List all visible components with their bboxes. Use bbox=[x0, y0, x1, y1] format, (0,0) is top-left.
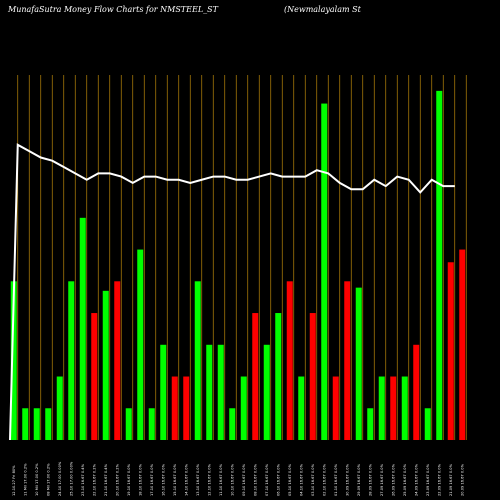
x-tick-label: 08.10 16.67 0.0% bbox=[253, 463, 257, 496]
bar bbox=[194, 281, 201, 440]
x-tick-label: 02.10 16.67 0.0% bbox=[322, 463, 326, 496]
bar bbox=[367, 408, 374, 440]
x-tick-label: 24.09 16.67 0.0% bbox=[414, 463, 418, 496]
x-tick-label: 14.10 16.67 0.0% bbox=[184, 463, 188, 496]
x-tick-label: 18.10 16.67 0.0% bbox=[138, 463, 142, 496]
bar bbox=[344, 281, 351, 440]
x-tick-label: 24.10 17.00 0.00% bbox=[58, 461, 62, 496]
bar bbox=[298, 376, 305, 440]
bar bbox=[263, 344, 270, 440]
x-tick-label: 21.09 16.67 0.0% bbox=[449, 463, 453, 496]
bar bbox=[275, 313, 282, 440]
bar bbox=[22, 408, 29, 440]
x-tick-label: 17.10 16.67 0.0% bbox=[150, 463, 154, 496]
x-tick-label: 10.10 16.67 0.0% bbox=[230, 463, 234, 496]
bar bbox=[447, 262, 454, 440]
bar bbox=[424, 408, 431, 440]
bar-series bbox=[10, 90, 466, 440]
bar bbox=[183, 376, 190, 440]
x-tick-labels: 12.10.27 Fri 80% 11 Mil 17.00 0.2% 10 Mil … bbox=[12, 461, 465, 496]
x-tick-label: 12.10.27 Fri 80% bbox=[12, 465, 16, 496]
x-tick-label: 22.10 16.67 0.2% bbox=[92, 463, 96, 496]
x-tick-label: 25.09 16.67 0.0% bbox=[403, 463, 407, 496]
x-tick-label: 20.09 16.67 0.0% bbox=[460, 463, 464, 496]
x-tick-label: 23.09 16.67 0.0% bbox=[426, 463, 430, 496]
chart-subtitle: (Newmalayalam St bbox=[284, 5, 362, 14]
vertical-grid bbox=[17, 75, 467, 440]
x-tick-label: 07.10 16.67 0.0% bbox=[265, 463, 269, 496]
bar bbox=[229, 408, 236, 440]
x-tick-label: 11.10 16.67 0.0% bbox=[219, 463, 223, 496]
x-tick-label: 23.10 16.67 0.4% bbox=[81, 463, 85, 496]
bar bbox=[390, 376, 397, 440]
bar bbox=[252, 313, 259, 440]
x-tick-label: 11 Mil 17.00 0.2% bbox=[23, 463, 27, 496]
x-tick-label: 22.09 16.67 0.0% bbox=[437, 463, 441, 496]
x-tick-label: 26.09 16.67 0.0% bbox=[391, 463, 395, 496]
bar bbox=[114, 281, 121, 440]
bar bbox=[148, 408, 155, 440]
bar bbox=[79, 217, 86, 440]
x-tick-label: 05.10 16.67 0.0% bbox=[288, 463, 292, 496]
bar bbox=[240, 376, 247, 440]
x-tick-label: 01.10 16.67 0.0% bbox=[334, 463, 338, 496]
bar bbox=[217, 344, 224, 440]
bar bbox=[286, 281, 293, 440]
bar bbox=[171, 376, 178, 440]
bar bbox=[355, 287, 362, 440]
bar bbox=[125, 408, 132, 440]
bar bbox=[459, 249, 466, 440]
x-tick-label: 21.10 16.67 0.4% bbox=[104, 463, 108, 496]
bar bbox=[68, 281, 75, 440]
bar bbox=[137, 249, 144, 440]
bar bbox=[332, 376, 339, 440]
x-tick-label: 09.10 16.67 0.0% bbox=[242, 463, 246, 496]
x-tick-label: 08 Mil 17.00 0.2% bbox=[46, 463, 50, 496]
x-tick-label: 19.10 16.67 0.0% bbox=[127, 463, 131, 496]
bar bbox=[10, 281, 17, 440]
x-tick-label: 13.10 16.67 0.0% bbox=[196, 463, 200, 496]
bar bbox=[436, 90, 443, 440]
x-tick-label: 03.10 16.67 0.0% bbox=[311, 463, 315, 496]
bar bbox=[56, 376, 63, 440]
x-tick-label: 06.10 16.67 0.0% bbox=[276, 463, 280, 496]
bar bbox=[413, 344, 420, 440]
bar bbox=[321, 103, 328, 440]
x-tick-label: 28.09 16.67 0.0% bbox=[368, 463, 372, 496]
x-tick-label: 27.09 16.67 0.0% bbox=[380, 463, 384, 496]
x-tick-label: 15.10 16.67 0.0% bbox=[173, 463, 177, 496]
chart-title: MunafaSutra Money Flow Charts for NMSTEE… bbox=[7, 5, 219, 14]
bar bbox=[206, 344, 213, 440]
bar bbox=[45, 408, 52, 440]
x-tick-label: 04.10 16.67 0.0% bbox=[299, 463, 303, 496]
bar bbox=[378, 376, 385, 440]
money-flow-line bbox=[9, 143, 455, 441]
x-tick-label: 30.09 16.67 0.0% bbox=[345, 463, 349, 496]
bar bbox=[91, 313, 98, 440]
x-tick-label: 29.09 16.67 0.0% bbox=[357, 463, 361, 496]
x-tick-label: 10 Mil 17.00 0.2% bbox=[35, 463, 39, 496]
bar bbox=[102, 290, 109, 440]
x-tick-label: 12.10 16.67 0.0% bbox=[207, 463, 211, 496]
x-tick-label: 20.10 16.67 0.2% bbox=[115, 463, 119, 496]
bar bbox=[33, 408, 40, 440]
x-tick-label: 16.10 16.67 0.0% bbox=[161, 463, 165, 496]
x-tick-label: 25.10 17.00 0.00% bbox=[69, 461, 73, 496]
bar bbox=[160, 344, 167, 440]
bar bbox=[401, 376, 408, 440]
bar bbox=[309, 313, 316, 440]
